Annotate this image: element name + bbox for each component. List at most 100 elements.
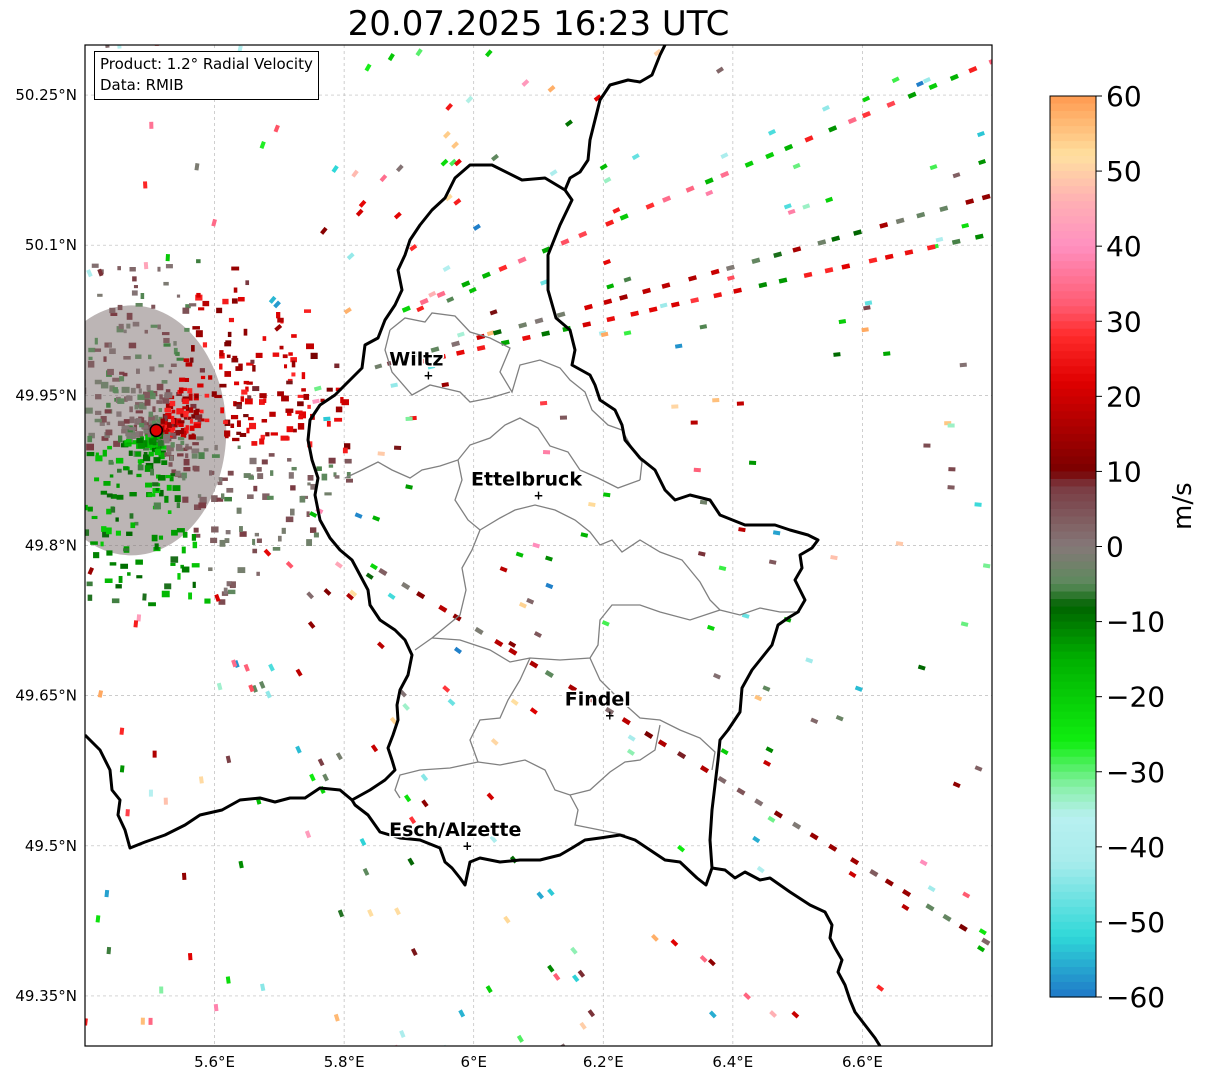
city-label: Findel bbox=[565, 689, 631, 711]
echo-gate bbox=[31, 306, 38, 309]
echo-gate bbox=[166, 445, 174, 452]
echo-gate bbox=[157, 474, 166, 481]
echo-gate bbox=[152, 750, 157, 758]
echo-gate bbox=[232, 355, 238, 362]
echo-gate bbox=[354, 512, 363, 519]
lat-tick-label: 49.8°N bbox=[25, 537, 77, 555]
echo-gate bbox=[199, 368, 205, 373]
echo-gate bbox=[185, 446, 192, 450]
echo-gate bbox=[86, 443, 95, 451]
echo-gate bbox=[489, 835, 498, 844]
echo-gate bbox=[42, 515, 45, 521]
echo-gate bbox=[748, 460, 757, 465]
echo-gate bbox=[864, 300, 873, 306]
echo-gate bbox=[135, 451, 141, 457]
colorbar-segment bbox=[1050, 111, 1096, 120]
echo-gate bbox=[128, 450, 133, 456]
echo-gate bbox=[415, 48, 423, 57]
echo-gate bbox=[281, 395, 289, 402]
echo-gate bbox=[223, 587, 228, 595]
echo-gate bbox=[85, 504, 88, 511]
echo-gate bbox=[223, 420, 228, 425]
echo-gate bbox=[192, 442, 199, 446]
city-label: Wiltz bbox=[389, 348, 443, 370]
echo-gate bbox=[539, 400, 548, 406]
echo-gate bbox=[754, 694, 763, 702]
echo-gate bbox=[147, 390, 154, 396]
colorbar-segment bbox=[1050, 546, 1096, 555]
echo-gate bbox=[152, 420, 156, 427]
echo-gate bbox=[107, 368, 114, 376]
echo-gate bbox=[2, 448, 6, 452]
echo-gate bbox=[191, 563, 200, 568]
echo-gate bbox=[21, 471, 24, 476]
echo-gate bbox=[772, 530, 781, 536]
echo-gate bbox=[868, 257, 878, 264]
echo-gate bbox=[705, 189, 714, 197]
colorbar-segment bbox=[1050, 569, 1096, 578]
echo-gate bbox=[125, 429, 131, 437]
echo-gate bbox=[139, 404, 144, 409]
echo-gate bbox=[21, 524, 25, 530]
echo-gate bbox=[706, 624, 715, 631]
echo-gate bbox=[194, 414, 203, 420]
echo-gate bbox=[962, 891, 971, 899]
colorbar-segment bbox=[1050, 351, 1096, 360]
lon-tick-label: 6°E bbox=[460, 1053, 487, 1071]
echo-gate bbox=[75, 306, 78, 313]
echo-gate bbox=[474, 626, 484, 635]
echo-gate bbox=[174, 495, 181, 502]
echo-gate bbox=[64, 451, 69, 457]
echo-gate bbox=[853, 229, 862, 236]
echo-gate bbox=[274, 324, 283, 332]
lon-tick-label: 5.6°E bbox=[194, 1053, 235, 1071]
echo-gate bbox=[180, 413, 187, 418]
echo-gate bbox=[420, 773, 429, 782]
echo-gate bbox=[974, 502, 982, 507]
echo-gate bbox=[952, 781, 961, 789]
colorbar-segment bbox=[1050, 989, 1096, 998]
echo-gate bbox=[182, 307, 190, 314]
echo-gate bbox=[226, 487, 234, 493]
echo-gate bbox=[126, 439, 132, 447]
echo-gate bbox=[824, 267, 834, 274]
echo-gate bbox=[736, 401, 744, 406]
echo-gate bbox=[188, 592, 193, 600]
echo-gate bbox=[290, 357, 297, 363]
echo-gate bbox=[876, 984, 885, 992]
echo-gate bbox=[253, 485, 258, 492]
lat-tick-label: 49.95°N bbox=[15, 386, 77, 404]
echo-gate bbox=[17, 481, 23, 484]
national-borders bbox=[85, 45, 882, 1046]
echo-gate bbox=[59, 555, 65, 560]
echo-gate bbox=[170, 432, 176, 436]
echo-gate bbox=[407, 857, 415, 866]
colorbar-segment bbox=[1050, 764, 1096, 773]
echo-gate bbox=[125, 809, 130, 817]
echo-gate bbox=[218, 599, 226, 605]
echo-gate bbox=[85, 387, 87, 395]
colorbar-segment bbox=[1050, 584, 1096, 593]
echo-gate bbox=[106, 550, 113, 556]
echo-gate bbox=[231, 659, 238, 668]
echo-gate bbox=[113, 440, 121, 447]
echo-gate bbox=[587, 695, 597, 704]
echo-gate bbox=[180, 430, 187, 438]
echo-gate bbox=[236, 507, 242, 514]
echo-gate bbox=[291, 334, 297, 338]
echo-gate bbox=[163, 343, 171, 347]
echo-gate bbox=[106, 946, 112, 955]
echo-gate bbox=[560, 1043, 568, 1046]
echo-gate bbox=[825, 196, 834, 203]
echo-gate bbox=[262, 336, 267, 341]
echo-gate bbox=[183, 458, 190, 466]
echo-gate bbox=[169, 455, 174, 462]
colorbar-segment bbox=[1050, 456, 1096, 465]
echo-gate bbox=[248, 475, 254, 480]
echo-gate bbox=[248, 684, 255, 693]
colorbar-segment bbox=[1050, 471, 1096, 480]
colorbar-segment bbox=[1050, 771, 1096, 780]
echo-gate bbox=[104, 578, 113, 583]
echo-gate bbox=[135, 368, 140, 374]
echo-gate bbox=[359, 837, 367, 847]
